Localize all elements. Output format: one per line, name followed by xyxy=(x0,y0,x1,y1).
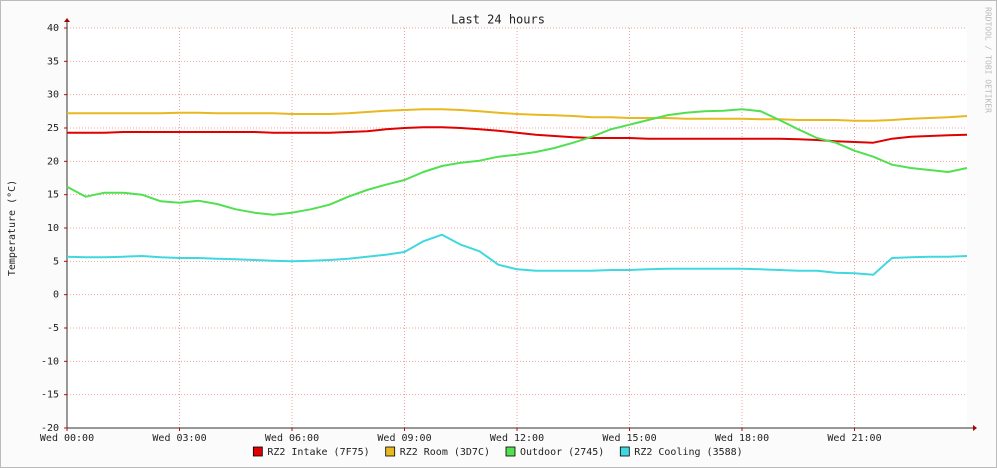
y-axis-arrow xyxy=(64,18,70,22)
legend-label: RZ2 Cooling (3588) xyxy=(634,447,742,458)
series-line xyxy=(67,126,968,144)
y-tick-label: 20 xyxy=(47,156,59,167)
x-tick-label: Wed 00:00 xyxy=(40,433,94,444)
x-tick-label: Wed 15:00 xyxy=(602,433,656,444)
x-tick-label: Wed 09:00 xyxy=(377,433,431,444)
legend-swatch xyxy=(252,446,263,457)
y-axis-label: Temperature (°C) xyxy=(7,180,18,276)
y-tick-label: 25 xyxy=(47,123,59,134)
y-tick-label: 35 xyxy=(47,56,59,67)
y-tick-label: -15 xyxy=(41,390,59,401)
y-tick-label: 5 xyxy=(53,256,59,267)
y-tick-label: 0 xyxy=(53,290,59,301)
chart-title: Last 24 hours xyxy=(451,13,545,27)
legend-swatch xyxy=(385,446,396,457)
y-tick-label: 15 xyxy=(47,190,59,201)
x-tick-label: Wed 12:00 xyxy=(490,433,544,444)
legend-swatch xyxy=(505,446,516,457)
y-tick-label: 10 xyxy=(47,223,59,234)
legend-label: RZ2 Room (3D7C) xyxy=(400,447,490,458)
x-tick-label: Wed 21:00 xyxy=(827,433,881,444)
series-line xyxy=(67,108,968,122)
legend-swatch xyxy=(619,446,630,457)
x-tick-label: Wed 06:00 xyxy=(265,433,319,444)
y-tick-label: -5 xyxy=(47,323,59,334)
y-tick-label: 30 xyxy=(47,90,59,101)
y-tick-label: -20 xyxy=(41,423,59,434)
legend-label: RZ2 Intake (7F75) xyxy=(267,447,369,458)
x-axis-arrow xyxy=(973,425,977,431)
y-tick-label: 40 xyxy=(47,23,59,34)
x-tick-label: Wed 03:00 xyxy=(152,433,206,444)
x-tick-label: Wed 18:00 xyxy=(715,433,769,444)
y-tick-label: -10 xyxy=(41,356,59,367)
watermark: RRDTOOL / TOBI OETIKER xyxy=(984,7,993,113)
series-line xyxy=(66,108,968,216)
legend-label: Outdoor (2745) xyxy=(520,447,604,458)
series-line xyxy=(66,233,968,276)
